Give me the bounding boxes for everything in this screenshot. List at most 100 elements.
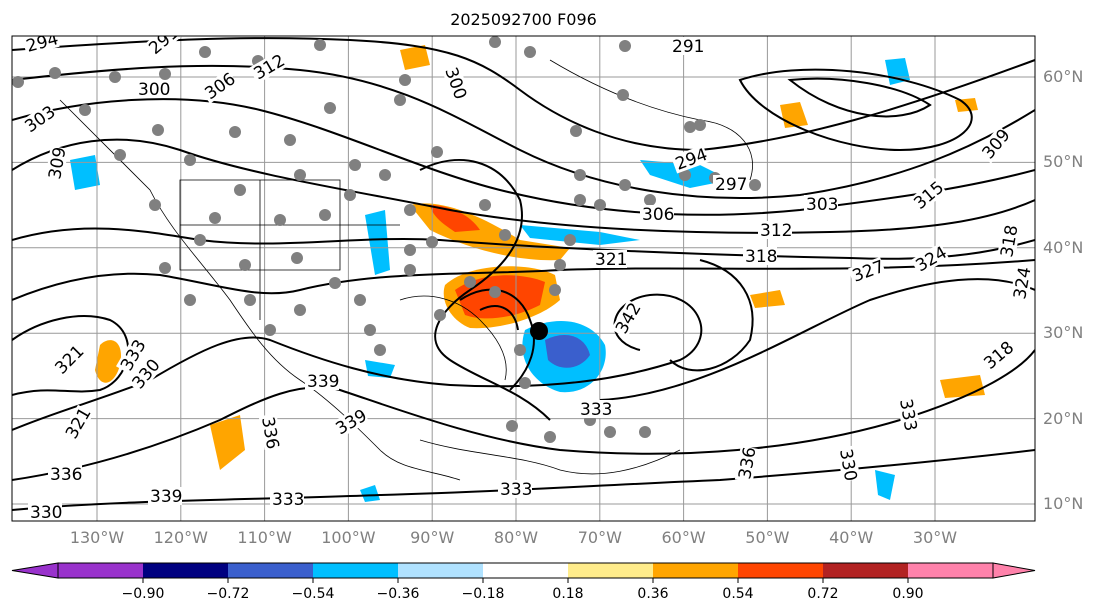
station-dot <box>506 420 518 432</box>
station-dot <box>514 344 526 356</box>
contour-label: 303 <box>806 195 838 215</box>
station-dot <box>149 199 161 211</box>
graticule <box>12 36 1035 521</box>
contour-label: 312 <box>760 221 792 241</box>
station-dot <box>524 46 536 58</box>
shade-orange <box>95 340 121 383</box>
station-dot <box>12 76 24 88</box>
station-dot <box>399 74 411 86</box>
station-dot <box>264 324 276 336</box>
station-dot <box>194 234 206 246</box>
station-dot <box>489 286 501 298</box>
colorbar-outline <box>57 562 994 579</box>
station-dot <box>426 236 438 248</box>
longitude-label: 130°W <box>69 528 125 547</box>
shade-blue <box>875 470 895 500</box>
station-dot <box>184 294 196 306</box>
colorbar-segment <box>228 563 313 578</box>
station-dot <box>114 149 126 161</box>
station-dot <box>329 277 341 289</box>
station-dot <box>284 134 296 146</box>
colorbar-tick-label: −0.18 <box>461 586 505 602</box>
station-dot <box>394 94 406 106</box>
station-dot <box>604 426 616 438</box>
station-dot <box>184 154 196 166</box>
station-dot <box>354 294 366 306</box>
station-dot <box>324 102 336 114</box>
shade-blue <box>885 58 910 85</box>
station-dot <box>109 71 121 83</box>
station-dot <box>617 89 629 101</box>
station-dot <box>684 121 696 133</box>
station-dot <box>159 68 171 80</box>
latitude-label: 50°N <box>1043 152 1084 172</box>
colorbar-tick-label: −0.90 <box>121 586 165 602</box>
station-dot <box>344 189 356 201</box>
station-dot <box>639 426 651 438</box>
station-dot <box>379 169 391 181</box>
colorbar-tick-label: −0.54 <box>291 586 335 602</box>
station-dot <box>549 284 561 296</box>
longitude-label: 30°W <box>912 528 958 547</box>
shade-blue <box>520 225 640 245</box>
station-dot <box>519 377 531 389</box>
latitude-label: 20°N <box>1043 408 1084 428</box>
contour-label: 333 <box>500 480 532 500</box>
colorbar-segment <box>568 563 653 578</box>
contour-label: 306 <box>642 205 674 225</box>
colorbar-segment <box>58 563 143 578</box>
station-dot <box>234 184 246 196</box>
chart-title: 2025092700 F096 <box>450 10 597 29</box>
shade-red <box>455 275 545 319</box>
station-dot <box>49 67 61 79</box>
map-frame <box>11 35 1036 522</box>
latitude-label: 60°N <box>1043 67 1084 86</box>
station-dot <box>464 276 476 288</box>
contour-label: 321 <box>595 250 627 270</box>
station-dot <box>619 40 631 52</box>
station-dot <box>244 294 256 306</box>
station-dot <box>679 169 691 181</box>
colorbar-segment <box>313 563 398 578</box>
station-dot <box>239 259 251 271</box>
colorbar-tick-label: −0.72 <box>206 586 250 602</box>
colorbar-segment <box>823 563 908 578</box>
station-dot <box>694 119 706 131</box>
colorbar-max-extend <box>992 562 1036 579</box>
station-dot <box>749 179 761 191</box>
contour-label: 330 <box>30 503 62 523</box>
station-dot <box>314 39 326 51</box>
station-dot <box>574 169 586 181</box>
contour-label: 318 <box>745 247 777 267</box>
contour-label: 333 <box>272 490 304 510</box>
station-dot <box>374 344 386 356</box>
station-dot <box>489 36 501 48</box>
shade-red <box>430 205 480 232</box>
station-dot <box>294 169 306 181</box>
latitude-label: 40°N <box>1043 237 1084 257</box>
colorbar-min-extend <box>11 562 59 579</box>
station-dot <box>319 209 331 221</box>
station-dot <box>79 104 91 116</box>
shade-darkblue <box>545 335 590 368</box>
station-dot <box>209 212 221 224</box>
shade-orange <box>400 45 430 70</box>
colorbar-tick-label: 0.36 <box>637 586 669 602</box>
colorbar-segment <box>653 563 738 578</box>
station-dot <box>349 159 361 171</box>
contour-label: 300 <box>138 80 170 100</box>
latitude-label: 10°N <box>1043 494 1084 513</box>
station-dot <box>291 252 303 264</box>
shade-blue <box>360 485 380 502</box>
shade-orange <box>210 415 245 470</box>
contour-label: 324 <box>1010 265 1035 300</box>
longitude-label: 40°W <box>829 528 874 547</box>
coastlines-borders <box>59 59 753 481</box>
colorbar-tick-label: 0.54 <box>722 586 754 602</box>
longitude-label: 120°W <box>153 528 208 547</box>
station-dot <box>544 431 556 443</box>
colorbar-segment <box>483 563 568 578</box>
colorbar-segment <box>143 563 228 578</box>
